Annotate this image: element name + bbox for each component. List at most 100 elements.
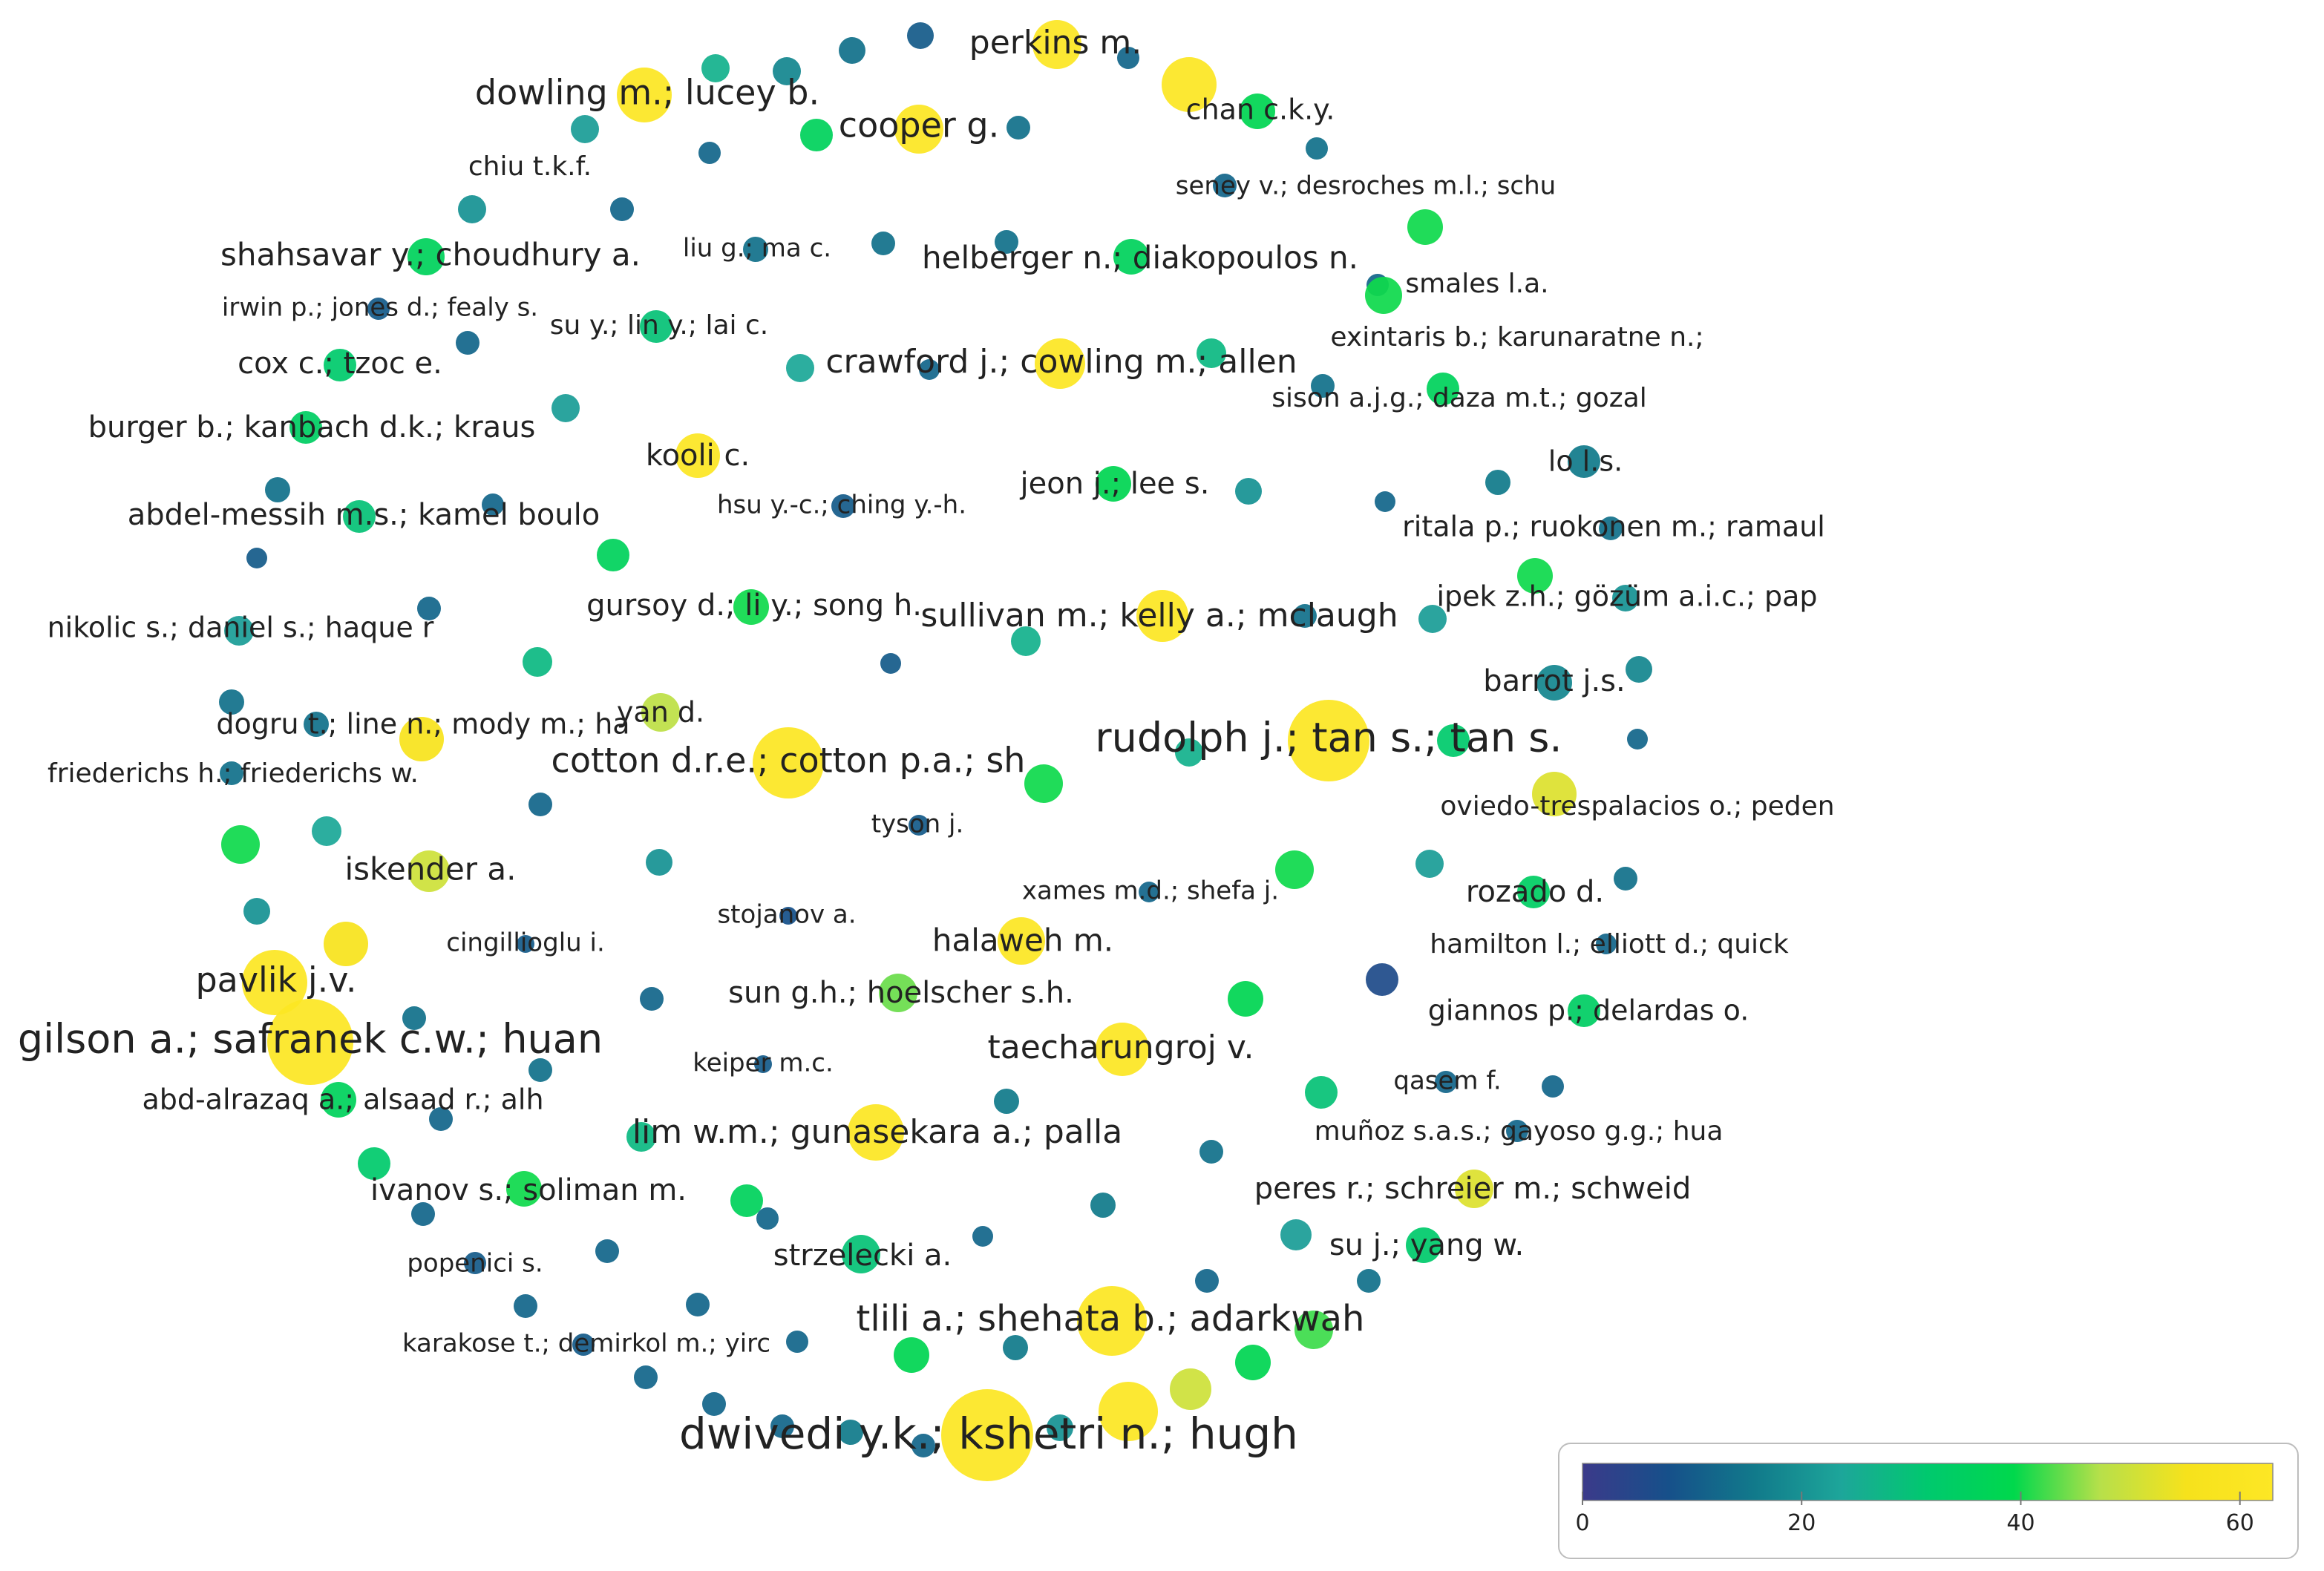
network-node-labelled[interactable]: [220, 761, 243, 785]
network-node[interactable]: [528, 1058, 552, 1082]
network-node-labelled[interactable]: [1612, 585, 1639, 611]
network-node[interactable]: [1235, 478, 1262, 505]
network-node-labelled[interactable]: [1568, 445, 1600, 478]
network-node[interactable]: [839, 37, 865, 64]
network-node-labelled[interactable]: [641, 693, 680, 732]
network-node[interactable]: [1626, 656, 1652, 683]
network-node-labelled[interactable]: [1096, 1023, 1149, 1076]
network-node[interactable]: [571, 115, 599, 143]
network-node-labelled[interactable]: [909, 815, 929, 836]
network-node[interactable]: [324, 922, 368, 966]
network-node-labelled[interactable]: [289, 411, 322, 444]
network-node[interactable]: [1006, 116, 1030, 140]
network-node[interactable]: [523, 647, 552, 677]
network-node[interactable]: [1090, 1193, 1116, 1218]
network-node[interactable]: [1003, 1335, 1028, 1360]
network-node[interactable]: [1170, 1368, 1211, 1410]
network-node[interactable]: [1195, 1269, 1219, 1293]
network-node[interactable]: [1024, 764, 1063, 803]
network-node[interactable]: [312, 816, 341, 846]
network-node-labelled[interactable]: [842, 1235, 880, 1273]
network-node-labelled[interactable]: [779, 907, 797, 925]
network-node[interactable]: [1517, 558, 1553, 594]
network-node[interactable]: [786, 354, 814, 382]
network-node[interactable]: [1375, 491, 1395, 512]
network-node[interactable]: [1437, 724, 1470, 757]
network-node[interactable]: [911, 1434, 935, 1457]
network-node[interactable]: [1011, 626, 1041, 656]
network-node[interactable]: [1235, 1345, 1271, 1380]
network-node-labelled[interactable]: [753, 727, 824, 798]
network-node[interactable]: [1627, 729, 1648, 750]
network-node[interactable]: [698, 142, 721, 164]
network-node[interactable]: [838, 1420, 863, 1445]
network-node[interactable]: [1311, 374, 1335, 398]
network-node[interactable]: [528, 793, 552, 816]
network-node[interactable]: [610, 197, 634, 221]
network-node[interactable]: [701, 54, 730, 82]
network-node-labelled[interactable]: [506, 1171, 542, 1207]
network-node[interactable]: [514, 1294, 537, 1318]
network-node-labelled[interactable]: [1435, 1071, 1457, 1093]
network-node[interactable]: [597, 539, 629, 571]
network-node-labelled[interactable]: [399, 717, 444, 761]
network-node[interactable]: [634, 1365, 658, 1389]
network-node[interactable]: [1099, 1382, 1158, 1441]
network-node-labelled[interactable]: [1096, 466, 1131, 502]
network-node-labelled[interactable]: [1077, 1286, 1147, 1356]
network-node[interactable]: [1415, 850, 1444, 878]
network-node-labelled[interactable]: [1365, 277, 1402, 314]
network-node-labelled[interactable]: [224, 616, 254, 646]
network-node-labelled[interactable]: [324, 349, 356, 381]
network-node[interactable]: [1357, 1269, 1381, 1293]
network-node[interactable]: [402, 1006, 426, 1030]
network-node-labelled[interactable]: [1136, 590, 1188, 642]
network-node[interactable]: [995, 230, 1018, 254]
network-node[interactable]: [1162, 57, 1217, 112]
network-node[interactable]: [646, 849, 672, 876]
network-node[interactable]: [1228, 981, 1263, 1017]
network-node[interactable]: [304, 712, 329, 737]
network-node-labelled[interactable]: [1032, 20, 1081, 69]
network-node-labelled[interactable]: [675, 433, 720, 478]
network-node-labelled[interactable]: [1455, 1170, 1493, 1208]
network-node[interactable]: [1305, 1076, 1338, 1109]
network-node[interactable]: [786, 1331, 808, 1353]
network-node[interactable]: [265, 477, 290, 502]
network-node[interactable]: [243, 898, 270, 925]
network-node-labelled[interactable]: [1506, 1120, 1528, 1142]
network-node-labelled[interactable]: [572, 1334, 595, 1356]
network-node-labelled[interactable]: [1427, 373, 1459, 405]
network-node[interactable]: [1199, 1140, 1223, 1164]
network-node-labelled[interactable]: [343, 500, 376, 533]
network-node[interactable]: [429, 1107, 453, 1131]
network-node[interactable]: [358, 1147, 390, 1180]
network-node[interactable]: [702, 1392, 726, 1416]
network-node-labelled[interactable]: [407, 238, 445, 275]
network-node-labelled[interactable]: [1213, 174, 1237, 197]
network-node[interactable]: [1294, 1311, 1333, 1349]
network-node[interactable]: [1197, 338, 1226, 368]
network-node-labelled[interactable]: [1517, 876, 1550, 908]
network-node-labelled[interactable]: [1035, 338, 1085, 389]
network-node-labelled[interactable]: [1406, 1227, 1441, 1263]
network-node[interactable]: [640, 987, 664, 1011]
network-node[interactable]: [1306, 137, 1328, 160]
network-node[interactable]: [417, 597, 441, 620]
network-node[interactable]: [686, 1293, 710, 1316]
network-node[interactable]: [1275, 850, 1314, 889]
network-node[interactable]: [1542, 1075, 1564, 1098]
network-node[interactable]: [880, 653, 901, 674]
network-node-labelled[interactable]: [517, 935, 534, 953]
network-node[interactable]: [246, 548, 267, 568]
network-node[interactable]: [907, 22, 934, 49]
network-node-labelled[interactable]: [367, 298, 390, 320]
network-node-labelled[interactable]: [408, 850, 450, 892]
network-node-labelled[interactable]: [1139, 882, 1159, 902]
network-node-labelled[interactable]: [848, 1104, 904, 1161]
network-node[interactable]: [800, 119, 833, 151]
network-node[interactable]: [1047, 1414, 1073, 1441]
network-node-labelled[interactable]: [743, 237, 768, 262]
network-node-labelled[interactable]: [1113, 239, 1149, 275]
network-node[interactable]: [756, 1207, 779, 1230]
